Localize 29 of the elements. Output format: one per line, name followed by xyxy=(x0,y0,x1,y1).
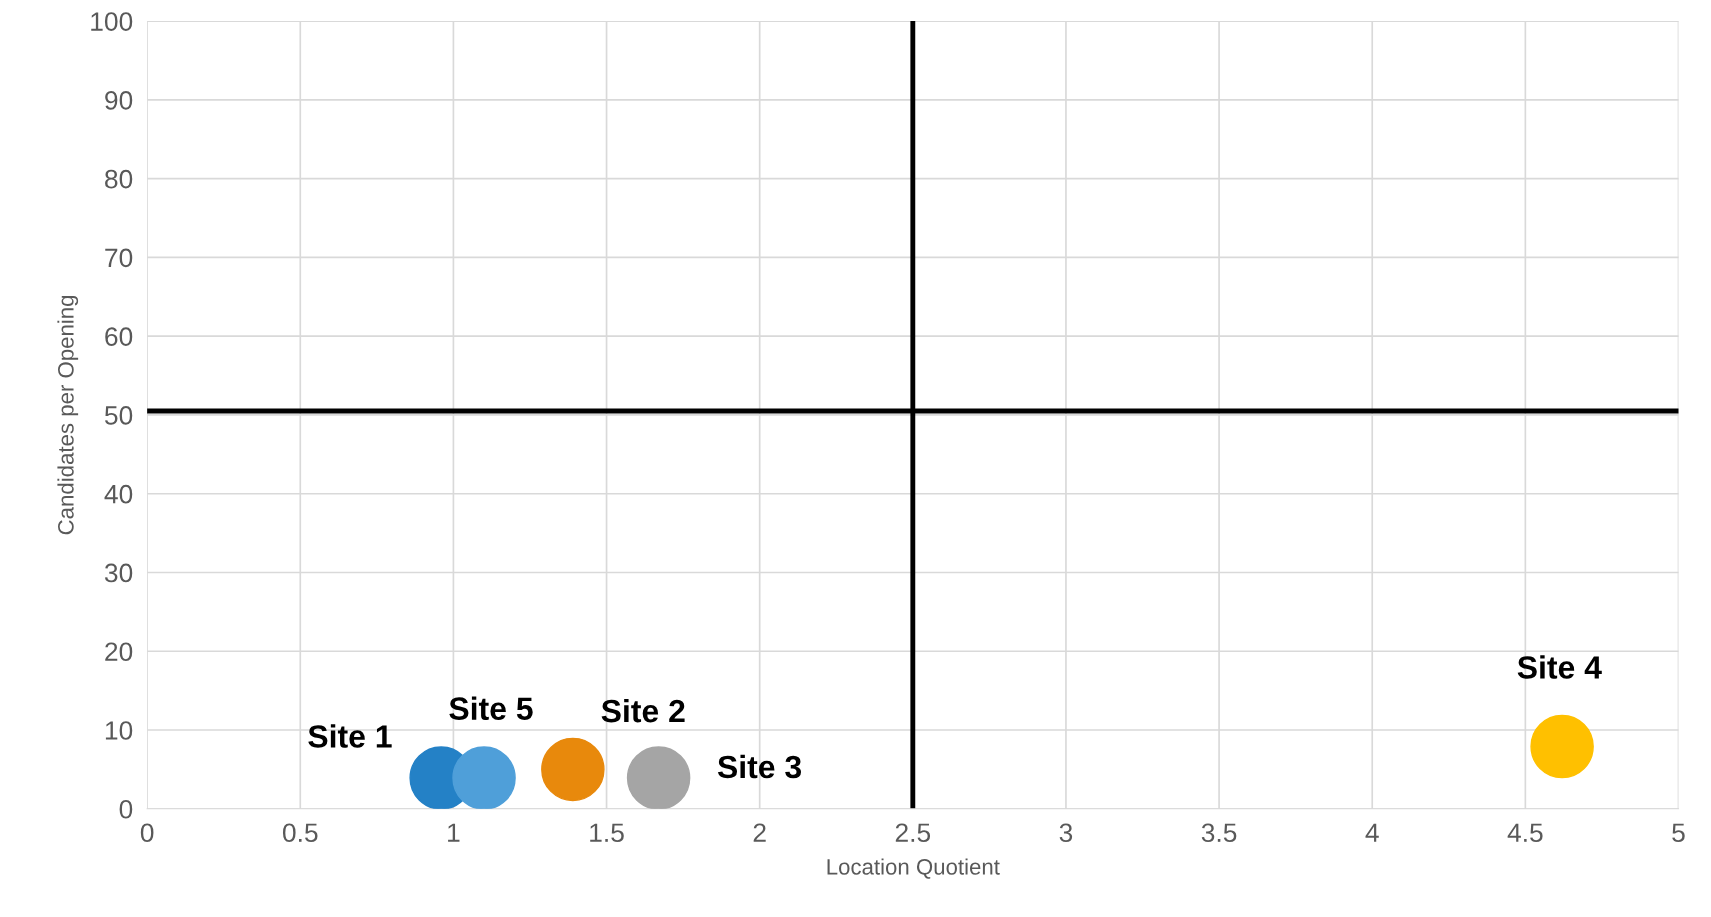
series-label: Site 5 xyxy=(449,696,533,720)
x-tick-label: 1 xyxy=(448,823,460,842)
y-tick-label: 100 xyxy=(91,12,133,31)
y-tick-label: 30 xyxy=(104,563,133,583)
series-label: Site 2 xyxy=(601,698,685,723)
y-tick-label: 0 xyxy=(119,799,133,819)
x-tick-label: 3.5 xyxy=(1201,823,1237,843)
y-tick-label: 90 xyxy=(105,91,133,110)
x-tick-label: 5 xyxy=(1672,823,1685,843)
x-tick-label: 1.5 xyxy=(590,823,624,843)
x-axis-title: Location Quotient xyxy=(827,858,1000,879)
y-tick-label: 20 xyxy=(105,642,133,662)
y-tick-label: 10 xyxy=(105,721,133,740)
y-tick-label: 70 xyxy=(105,248,133,268)
y-tick-label: 40 xyxy=(104,484,133,504)
y-axis-title: Candidates per Opening xyxy=(57,295,79,535)
series-label: Site 1 xyxy=(308,724,392,748)
x-tick-label: 2.5 xyxy=(895,823,931,843)
x-tick-label: 0 xyxy=(140,823,154,843)
series-label: Site 4 xyxy=(1517,655,1602,679)
x-tick-label: 0.5 xyxy=(282,823,318,843)
y-tick-label: 80 xyxy=(105,169,133,189)
y-tick-label: 50 xyxy=(104,406,133,425)
y-tick-label: 60 xyxy=(105,327,133,346)
x-tick-label: 2 xyxy=(753,823,766,842)
x-tick-label: 4.5 xyxy=(1507,823,1543,843)
x-tick-label: 4 xyxy=(1365,823,1379,842)
x-tick-label: 3 xyxy=(1059,823,1073,843)
series-label: Site 3 xyxy=(717,754,802,779)
